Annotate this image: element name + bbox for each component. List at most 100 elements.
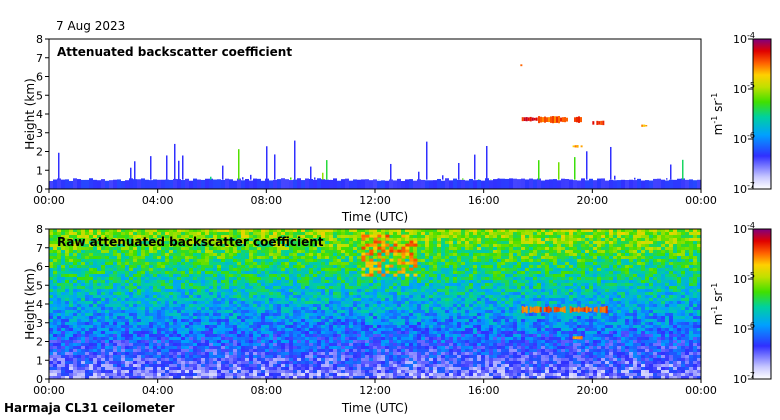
heatmap-cell (649, 367, 653, 370)
heatmap-cell (289, 319, 293, 322)
heatmap-cell (293, 295, 297, 298)
heatmap-cell (513, 337, 517, 340)
heatmap-cell (533, 292, 537, 295)
heatmap-cell (585, 370, 589, 373)
heatmap-cell (385, 325, 389, 328)
heatmap-cell (233, 316, 237, 319)
heatmap-cell (165, 361, 169, 364)
heatmap-cell (81, 295, 85, 298)
heatmap-cell (157, 355, 161, 358)
heatmap-cell (105, 319, 109, 322)
heatmap-cell (345, 325, 349, 328)
heatmap-cell (561, 349, 565, 352)
heatmap-cell (329, 322, 333, 325)
heatmap-cell (573, 361, 577, 364)
heatmap-cell (257, 322, 261, 325)
heatmap-cell (113, 343, 117, 346)
heatmap-cell (501, 352, 505, 355)
heatmap-cell (569, 364, 573, 367)
heatmap-cell (341, 349, 345, 352)
heatmap-cell (513, 343, 517, 346)
heatmap-cell (649, 313, 653, 316)
heatmap-cell (333, 358, 337, 361)
heatmap-cell (401, 334, 405, 337)
heatmap-cell (257, 304, 261, 307)
heatmap-cell (537, 316, 541, 319)
heatmap-cell (409, 358, 413, 361)
heatmap-cell (397, 346, 401, 349)
heatmap-cell (457, 298, 461, 301)
heatmap-cell (417, 367, 421, 370)
heatmap-cell (105, 328, 109, 331)
heatmap-cell (241, 310, 245, 313)
heatmap-cell (233, 367, 237, 370)
heatmap-cell (589, 349, 593, 352)
heatmap-cell (349, 292, 353, 295)
heatmap-cell (433, 334, 437, 337)
heatmap-cell (697, 361, 701, 364)
heatmap-cell (145, 298, 149, 301)
heatmap-cell (449, 313, 453, 316)
heatmap-cell (629, 325, 633, 328)
heatmap-cell (61, 322, 65, 325)
heatmap-cell (53, 334, 57, 337)
heatmap-cell (377, 355, 381, 358)
heatmap-cell (441, 376, 445, 379)
heatmap-cell (345, 346, 349, 349)
heatmap-cell (305, 325, 309, 328)
heatmap-cell (545, 370, 549, 373)
heatmap-cell (381, 376, 385, 379)
heatmap-cell (409, 322, 413, 325)
heatmap-cell (689, 322, 693, 325)
heatmap-cell (297, 361, 301, 364)
heatmap-cell (545, 355, 549, 358)
heatmap-cell (137, 328, 141, 331)
heatmap-cell (113, 352, 117, 355)
heatmap-cell (277, 352, 281, 355)
heatmap-cell (189, 295, 193, 298)
heatmap-cell (669, 361, 673, 364)
heatmap-cell (633, 304, 637, 307)
heatmap-cell (157, 376, 161, 379)
heatmap-cell (69, 180, 73, 189)
heatmap-cell (253, 364, 257, 367)
heatmap-cell (429, 337, 433, 340)
heatmap-cell (697, 346, 701, 349)
heatmap-cell (645, 337, 649, 340)
heatmap-cell (73, 313, 77, 316)
heatmap-cell (557, 337, 561, 340)
heatmap-cell (689, 301, 693, 304)
heatmap-cell (409, 376, 413, 379)
heatmap-cell (117, 361, 121, 364)
heatmap-cell (129, 343, 133, 346)
heatmap-cell (425, 180, 429, 189)
heatmap-cell (93, 355, 97, 358)
heatmap-cell (349, 298, 353, 301)
heatmap-cell (297, 298, 301, 301)
cloud-cell (558, 116, 560, 124)
heatmap-cell (557, 370, 561, 373)
heatmap-cell (373, 349, 377, 352)
heatmap-cell (65, 179, 69, 189)
heatmap-cell (489, 349, 493, 352)
heatmap-cell (129, 334, 133, 337)
heatmap-cell (549, 343, 553, 346)
heatmap-cell (529, 322, 533, 325)
heatmap-cell (153, 370, 157, 373)
heatmap-cell (313, 328, 317, 331)
heatmap-cell (69, 346, 73, 349)
cloud-cell (525, 117, 528, 122)
heatmap-cell (237, 352, 241, 355)
heatmap-cell (141, 367, 145, 370)
heatmap-cell (501, 295, 505, 298)
heatmap-cell (681, 322, 685, 325)
heatmap-cell (233, 313, 237, 316)
heatmap-cell (81, 346, 85, 349)
heatmap-cell (505, 325, 509, 328)
heatmap-cell (545, 313, 549, 316)
heatmap-cell (573, 319, 577, 322)
heatmap-cell (605, 349, 609, 352)
heatmap-cell (661, 304, 665, 307)
heatmap-cell (593, 376, 597, 379)
